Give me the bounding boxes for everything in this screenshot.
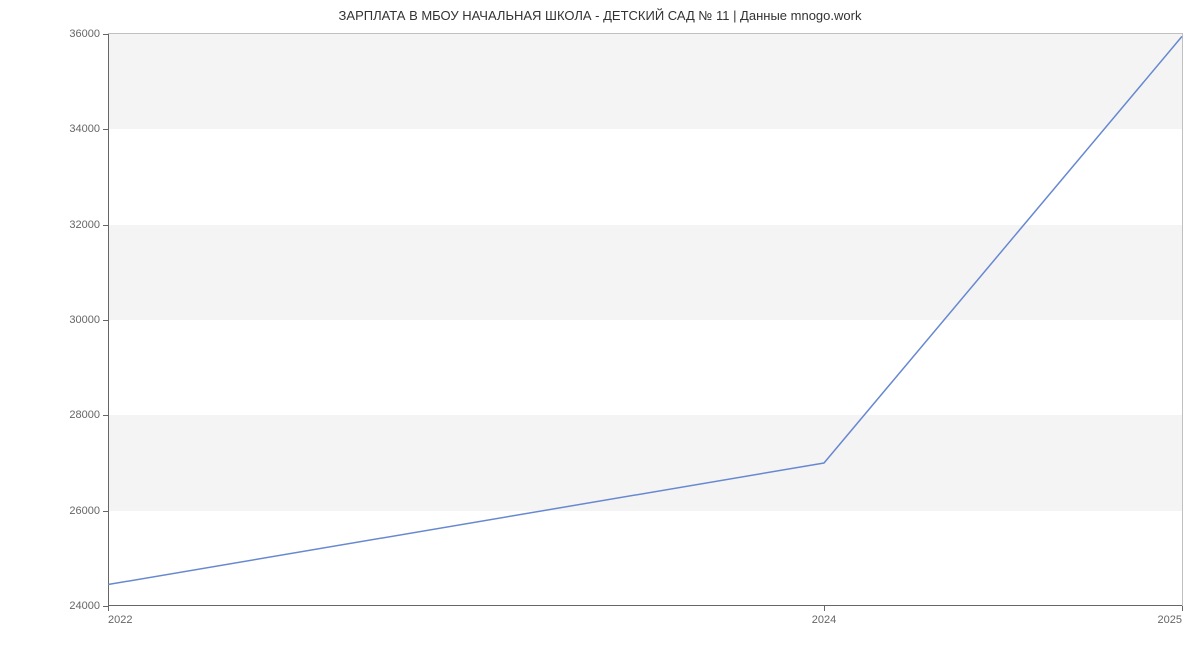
y-tick-label: 36000	[69, 28, 100, 40]
series-salary	[108, 36, 1182, 584]
y-tick-mark	[103, 225, 108, 226]
line-layer	[108, 34, 1182, 606]
salary-line-chart: ЗАРПЛАТА В МБОУ НАЧАЛЬНАЯ ШКОЛА - ДЕТСКИ…	[0, 0, 1200, 650]
y-tick-mark	[103, 34, 108, 35]
chart-title: ЗАРПЛАТА В МБОУ НАЧАЛЬНАЯ ШКОЛА - ДЕТСКИ…	[0, 8, 1200, 23]
y-tick-label: 26000	[69, 505, 100, 517]
x-tick-label: 2025	[1158, 614, 1182, 626]
y-tick-mark	[103, 415, 108, 416]
y-tick-label: 32000	[69, 219, 100, 231]
y-tick-label: 24000	[69, 600, 100, 612]
plot-area: 2400026000280003000032000340003600020222…	[108, 33, 1183, 606]
x-tick-mark	[1182, 606, 1183, 611]
y-tick-label: 28000	[69, 409, 100, 421]
x-tick-label: 2022	[108, 614, 132, 626]
x-tick-label: 2024	[812, 614, 836, 626]
x-tick-mark	[824, 606, 825, 611]
x-tick-mark	[108, 606, 109, 611]
y-tick-mark	[103, 320, 108, 321]
y-tick-label: 34000	[69, 123, 100, 135]
y-tick-mark	[103, 129, 108, 130]
y-tick-mark	[103, 511, 108, 512]
y-tick-label: 30000	[69, 314, 100, 326]
